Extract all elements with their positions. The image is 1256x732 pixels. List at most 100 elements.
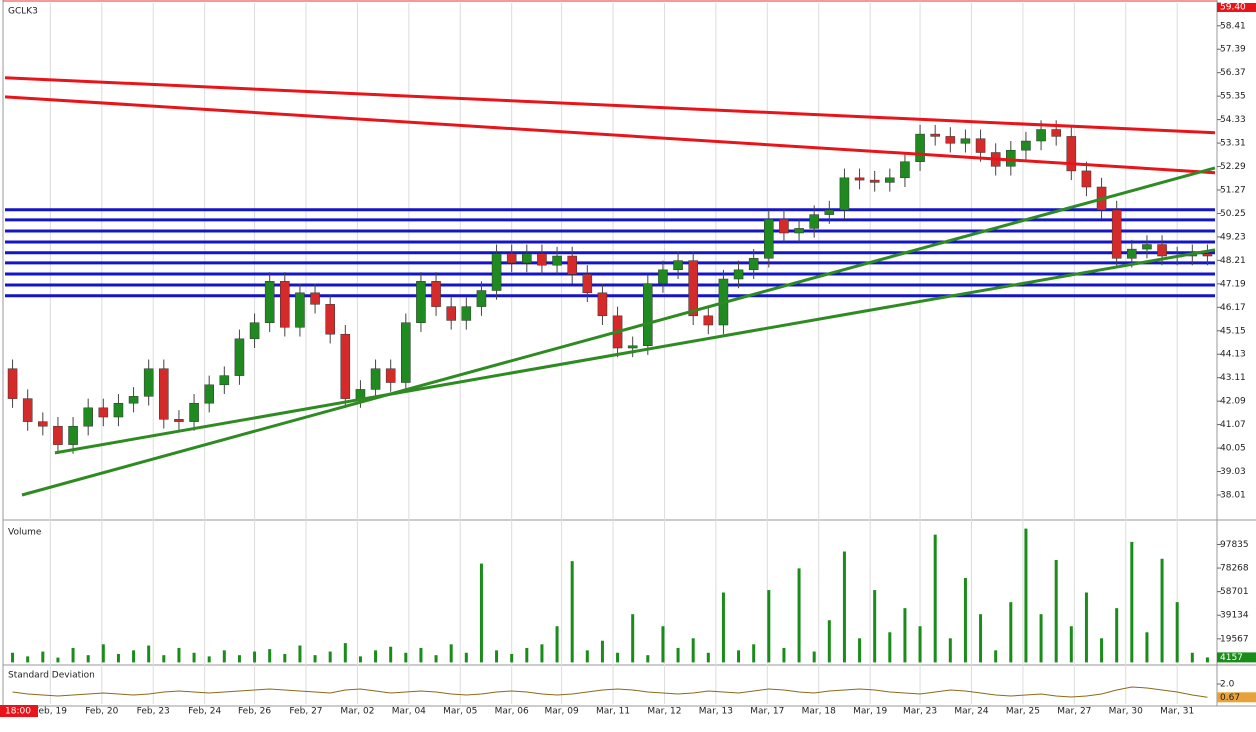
candle-body [915, 133, 925, 162]
volume-bar [510, 653, 514, 663]
candle-body [264, 281, 275, 323]
volume-bar [1145, 632, 1149, 663]
volume-bar [192, 652, 196, 663]
candle-body [900, 161, 910, 179]
x-tick-label: Mar, 30 [1109, 707, 1143, 717]
volume-bar [419, 647, 423, 663]
candle-body [128, 396, 139, 404]
volume-bar [1205, 657, 1209, 663]
plot [4, 76, 1216, 698]
y-tick-label: 56.37 [1220, 68, 1246, 78]
volume-bar [994, 650, 998, 663]
volume-bar [827, 620, 831, 663]
x-tick-label: Mar, 13 [699, 707, 733, 717]
volume-bar [782, 647, 786, 663]
volume-bar [933, 534, 937, 663]
candle-body [385, 368, 396, 383]
candle-body [1111, 209, 1122, 259]
candle-body [643, 283, 653, 346]
volume-bar [1175, 602, 1179, 663]
x-tick-label: Mar, 18 [802, 707, 836, 717]
volume-bar [1100, 638, 1104, 663]
volume-bar [11, 652, 15, 663]
candle-body [733, 269, 744, 280]
candle-body [597, 292, 608, 317]
candle-body [522, 253, 532, 264]
volume-bar [812, 651, 816, 663]
y-tick-label: 43.11 [1220, 373, 1246, 383]
grid [49, 2, 1221, 704]
volume-bar [963, 578, 967, 663]
volume-bar [268, 649, 272, 663]
candle-body [68, 425, 78, 445]
volume-bar [646, 655, 650, 663]
candle-body [567, 255, 577, 275]
y-tick-label: 40.05 [1220, 444, 1246, 454]
volume-bar [389, 646, 393, 663]
x-tick-label: Mar, 02 [340, 707, 374, 717]
y-tick-label: 78268 [1220, 564, 1249, 574]
volume-bar [661, 626, 665, 663]
candle-body [930, 133, 940, 137]
x-tick-label: Mar, 19 [853, 707, 887, 717]
candle-body [975, 138, 986, 153]
volume-bar [1039, 614, 1043, 663]
volume-bar [888, 632, 892, 663]
y-tick-label: 59.40 [1220, 3, 1246, 13]
volume-bar [404, 652, 408, 663]
volume-bar [585, 650, 589, 663]
volume-bar [343, 643, 347, 663]
y-tick-label: 51.27 [1220, 186, 1246, 196]
y-tick-label: 55.35 [1220, 92, 1246, 102]
candle-body [703, 315, 714, 326]
candle-body [83, 407, 93, 427]
candle-body [219, 375, 230, 386]
candle-body [809, 214, 819, 229]
volume-bar [374, 650, 378, 663]
labels: Feb, 19 Feb, 20 Feb, 23 Feb, 24 Feb, 26 Feb, … [34, 3, 1256, 717]
candle-body [355, 389, 366, 399]
candle-body [658, 269, 668, 284]
trend-line [21, 166, 1216, 497]
candle-body [627, 345, 638, 349]
volume-bar [979, 614, 983, 663]
value-highlight [1217, 692, 1256, 703]
volume-bar [721, 592, 725, 663]
volume-bar [873, 590, 877, 663]
tick-highlight [1217, 3, 1256, 12]
volume-bar [903, 608, 907, 663]
candle-body [98, 407, 109, 418]
panel-title: Standard Deviation [8, 671, 95, 681]
y-tick-label: 39134 [1220, 611, 1249, 621]
volume-bar [495, 650, 499, 663]
volume-bar [842, 551, 846, 663]
volume-bar [298, 645, 302, 663]
candle-body [869, 179, 880, 183]
x-tick-label: Feb, 27 [289, 707, 322, 717]
volume-bar [147, 645, 151, 663]
volume-bar [797, 568, 801, 663]
candle-body [1021, 140, 1031, 151]
candle-body [748, 258, 759, 271]
volume-bar [540, 644, 544, 663]
x-tick-label: Mar, 31 [1160, 707, 1194, 717]
volume-bar [1054, 559, 1058, 663]
candle-body [673, 260, 683, 271]
volume-bar [86, 655, 90, 663]
volume-bar [207, 656, 211, 663]
volume-bar [1069, 626, 1073, 663]
value-highlight [1217, 652, 1256, 663]
candle-body [794, 228, 804, 234]
candle-body [824, 209, 835, 215]
candle-body [38, 421, 48, 427]
candle-body [113, 402, 124, 418]
volume-bar [358, 656, 362, 663]
x-tick-label: Mar, 23 [903, 707, 937, 717]
trend-line [4, 76, 1216, 135]
last-stddev-label: 0.67 [1220, 693, 1240, 703]
candle-body [53, 425, 63, 445]
y-tick-label: 54.33 [1220, 115, 1246, 125]
volume-bar [101, 644, 105, 663]
y-tick-label: 48.21 [1220, 256, 1246, 266]
